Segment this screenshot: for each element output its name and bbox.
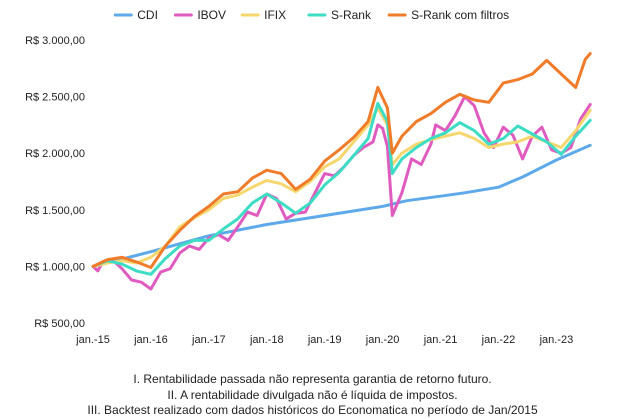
y-tick-label: R$ 3.000,00 bbox=[25, 35, 85, 47]
performance-line-chart: CDI IBOV IFIX S-Rank S-Rank com filtros R$ 5… bbox=[25, 8, 592, 346]
legend-label-ibov: IBOV bbox=[197, 8, 226, 22]
footnote-1: I. Rentabilidade passada não representa … bbox=[133, 372, 492, 386]
x-tick-label: jan.-23 bbox=[539, 334, 574, 346]
series-line-s-rank bbox=[91, 101, 592, 276]
series-line-ifix bbox=[91, 106, 592, 268]
footnote-2: II. A rentabilidade divulgada não é líqu… bbox=[167, 387, 458, 402]
legend-label-cdi: CDI bbox=[137, 8, 158, 22]
x-tick-label: jan.-16 bbox=[133, 334, 168, 346]
legend-label-s-rank-com-filtros: S-Rank com filtros bbox=[411, 8, 509, 22]
legend-label-s-rank: S-Rank bbox=[331, 8, 372, 22]
y-tick-label: R$ 1.000,00 bbox=[25, 261, 85, 273]
x-tick-label: jan.-22 bbox=[481, 334, 516, 346]
series-line-cdi bbox=[91, 143, 592, 268]
y-tick-label: R$ 1.500,00 bbox=[25, 205, 85, 217]
x-tick-label: jan.-19 bbox=[307, 334, 342, 346]
footnotes: I. Rentabilidade passada não representa … bbox=[0, 372, 625, 419]
x-axis: jan.-15 jan.-16 jan.-17 jan.-18 jan.-19 jan.-… bbox=[75, 334, 573, 346]
y-tick-label: R$ 2.500,00 bbox=[25, 92, 85, 104]
series-lines bbox=[91, 52, 592, 291]
x-tick-label: jan.-20 bbox=[365, 334, 400, 346]
footnote-3: III. Backtest realizado com dados histór… bbox=[87, 403, 538, 417]
chart-legend: CDI IBOV IFIX S-Rank S-Rank com filtros bbox=[113, 8, 509, 22]
x-tick-label: jan.-18 bbox=[249, 334, 284, 346]
y-tick-label: R$ 500,00 bbox=[34, 318, 85, 330]
x-tick-label: jan.-21 bbox=[423, 334, 458, 346]
series-line-s-rank-com-filtros bbox=[91, 52, 592, 269]
legend-label-ifix: IFIX bbox=[264, 8, 286, 22]
y-axis: R$ 500,00 R$ 1.000,00 R$ 1.500,00 R$ 2.000,… bbox=[25, 35, 85, 330]
y-tick-label: R$ 2.000,00 bbox=[25, 148, 85, 160]
series-line-ibov bbox=[91, 95, 592, 291]
x-tick-label: jan.-15 bbox=[75, 334, 110, 346]
x-tick-label: jan.-17 bbox=[191, 334, 226, 346]
